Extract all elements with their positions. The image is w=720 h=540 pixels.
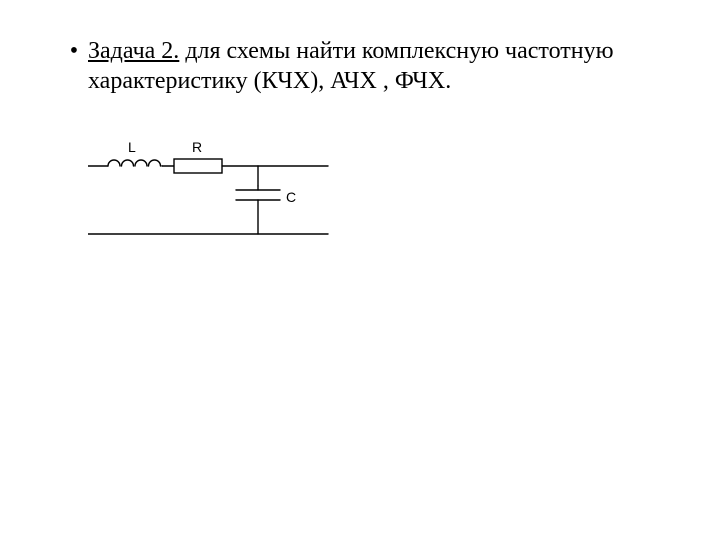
capacitor-label: C xyxy=(286,189,296,205)
page: • Задача 2. для схемы найти комплексную … xyxy=(0,0,720,540)
task-text: Задача 2. для схемы найти комплексную ча… xyxy=(88,36,660,96)
task-item: • Задача 2. для схемы найти комплексную … xyxy=(60,36,660,96)
inductor-label: L xyxy=(128,139,136,155)
task-title: Задача 2. xyxy=(88,38,179,64)
bullet-dot: • xyxy=(60,36,88,66)
circuit-diagram: L R C xyxy=(88,138,348,256)
circuit-svg: L R C xyxy=(88,138,348,256)
resistor-label: R xyxy=(192,139,202,155)
